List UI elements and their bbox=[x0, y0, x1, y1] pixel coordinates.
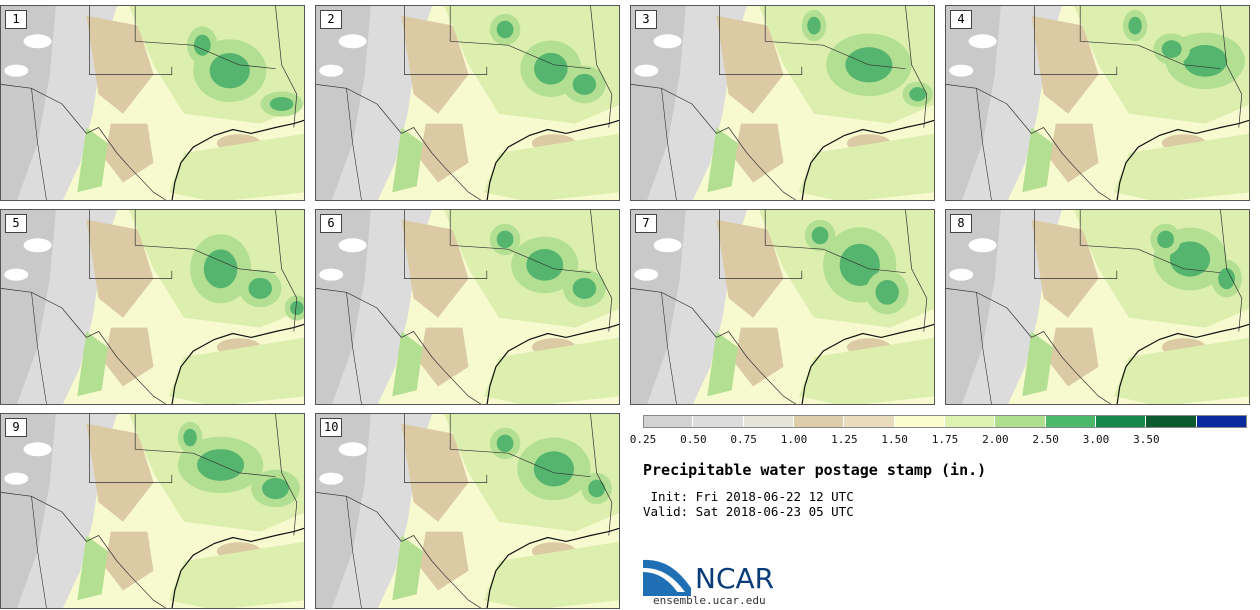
stamp-map-8 bbox=[946, 210, 1249, 404]
colorbar-segment bbox=[693, 415, 744, 428]
stamp-label: 4 bbox=[950, 10, 972, 29]
stamp-map-5 bbox=[1, 210, 304, 404]
stamp-label: 7 bbox=[635, 214, 657, 233]
colorbar-tick-label: 1.75 bbox=[931, 433, 959, 446]
stamp-map-6 bbox=[316, 210, 619, 404]
colorbar-segment bbox=[1096, 415, 1147, 428]
colorbar-tick-label: 2.50 bbox=[1032, 433, 1059, 446]
stamp-map-4 bbox=[946, 6, 1249, 200]
colorbar-tick-label: 1.25 bbox=[831, 433, 858, 446]
stamp-label: 1 bbox=[5, 10, 27, 29]
stamp-panel-6: 6 bbox=[315, 209, 620, 405]
stamp-map-9 bbox=[1, 414, 304, 608]
stamp-label: 10 bbox=[320, 418, 343, 437]
colorbar-segment bbox=[643, 415, 694, 428]
stamp-panel-7: 7 bbox=[630, 209, 935, 405]
stamp-label: 2 bbox=[320, 10, 342, 29]
colorbar-tick-label: 2.00 bbox=[982, 433, 1009, 446]
stamp-panel-1: 1 bbox=[0, 5, 305, 201]
colorbar-tick-label: 0.75 bbox=[730, 433, 757, 446]
colorbar-segment bbox=[1146, 415, 1197, 428]
stamp-panel-5: 5 bbox=[0, 209, 305, 405]
colorbar-tick-label: 1.00 bbox=[780, 433, 808, 446]
colorbar-tick-label: 3.00 bbox=[1082, 433, 1110, 446]
stamp-map-2 bbox=[316, 6, 619, 200]
site-url[interactable]: ensemble.ucar.edu bbox=[653, 594, 766, 607]
colorbar-segment bbox=[844, 415, 895, 428]
stamp-map-10 bbox=[316, 414, 619, 608]
stamp-label: 9 bbox=[5, 418, 27, 437]
colorbar-segment bbox=[794, 415, 845, 428]
colorbar-segment bbox=[894, 415, 945, 428]
colorbar-tick-label: 0.25 bbox=[629, 433, 657, 446]
stamp-label: 6 bbox=[320, 214, 342, 233]
init-time: Init: Fri 2018-06-22 12 UTC bbox=[643, 489, 854, 504]
valid-time: Valid: Sat 2018-06-23 05 UTC bbox=[643, 504, 854, 519]
colorbar-tick-label: 1.50 bbox=[881, 433, 908, 446]
colorbar-tick-label: 3.50 bbox=[1133, 433, 1160, 446]
stamp-panel-4: 4 bbox=[945, 5, 1250, 201]
stamp-label: 3 bbox=[635, 10, 657, 29]
ncar-logo[interactable]: NCAR ensemble.ucar.edu bbox=[643, 554, 774, 607]
colorbar-segment bbox=[1045, 415, 1096, 428]
stamp-panel-3: 3 bbox=[630, 5, 935, 201]
stamp-map-7 bbox=[631, 210, 934, 404]
colorbar-segment bbox=[743, 415, 794, 428]
colorbar-tick-label: 0.50 bbox=[680, 433, 707, 446]
ncar-logo-icon bbox=[643, 559, 691, 596]
stamp-panel-10: 10 bbox=[315, 413, 620, 609]
colorbar-segment bbox=[995, 415, 1046, 428]
stamp-map-3 bbox=[631, 6, 934, 200]
stamp-label: 8 bbox=[950, 214, 972, 233]
ncar-wordmark: NCAR bbox=[695, 562, 775, 595]
colorbar-segment bbox=[945, 415, 996, 428]
stamp-label: 5 bbox=[5, 214, 27, 233]
stamp-panel-9: 9 bbox=[0, 413, 305, 609]
stamp-map-1 bbox=[1, 6, 304, 200]
stamp-panel-2: 2 bbox=[315, 5, 620, 201]
stamp-panel-8: 8 bbox=[945, 209, 1250, 405]
chart-title: Precipitable water postage stamp (in.) bbox=[643, 461, 987, 479]
